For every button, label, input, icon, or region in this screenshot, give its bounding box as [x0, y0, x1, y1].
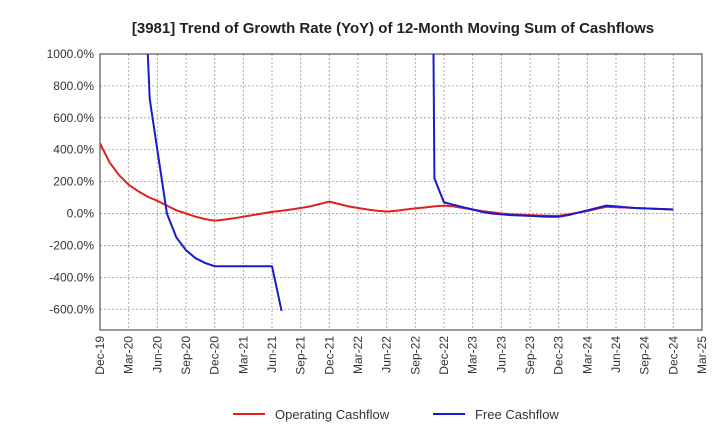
y-tick-label: 200.0% — [53, 175, 94, 189]
series-line-free-cashflow — [146, 54, 283, 312]
series-lines — [100, 54, 674, 312]
x-tick-label: Sep-21 — [294, 336, 308, 375]
x-tick-label: Mar-21 — [236, 336, 250, 374]
x-tick-label: Mar-22 — [351, 336, 365, 374]
series-line-free-cashflow — [432, 54, 674, 218]
legend-label: Operating Cashflow — [275, 407, 390, 422]
y-tick-label: 0.0% — [67, 207, 95, 221]
x-tick-label: Jun-20 — [150, 336, 164, 373]
legend-label: Free Cashflow — [475, 407, 559, 422]
legend: Operating Cashflow Free Cashflow — [233, 407, 559, 422]
x-tick-label: Mar-25 — [695, 336, 709, 374]
x-axis-ticks: Dec-19 Mar-20 Jun-20 Sep-20 Dec-20 Mar-21 Jun-… — [93, 336, 709, 375]
chart-title: [3981] Trend of Growth Rate (YoY) of 12-… — [132, 20, 654, 37]
x-tick-label: Jun-22 — [380, 336, 394, 373]
y-tick-label: -200.0% — [49, 238, 94, 252]
x-tick-label: Dec-20 — [208, 336, 222, 375]
y-tick-label: 800.0% — [53, 79, 94, 93]
y-axis-ticks: 1000.0% 800.0% 600.0% 400.0% 200.0% 0.0% -200.… — [47, 47, 95, 316]
x-tick-label: Sep-20 — [179, 336, 193, 375]
y-tick-label: -400.0% — [49, 270, 94, 284]
x-tick-label: Mar-20 — [122, 336, 136, 374]
x-tick-label: Jun-21 — [265, 336, 279, 373]
x-tick-label: Dec-22 — [437, 336, 451, 375]
x-tick-label: Jun-23 — [494, 336, 508, 373]
y-tick-label: 400.0% — [53, 143, 94, 157]
y-tick-label: 1000.0% — [47, 47, 95, 61]
x-tick-label: Dec-21 — [322, 336, 336, 375]
x-tick-label: Sep-24 — [638, 336, 652, 375]
x-tick-label: Sep-23 — [523, 336, 537, 375]
x-tick-label: Dec-19 — [93, 336, 107, 375]
x-tick-label: Jun-24 — [609, 336, 623, 373]
x-tick-label: Dec-23 — [552, 336, 566, 375]
gridlines — [100, 53, 702, 330]
x-tick-label: Sep-22 — [408, 336, 422, 375]
plot-area — [99, 53, 703, 331]
y-tick-label: -600.0% — [49, 302, 94, 316]
x-tick-label: Dec-24 — [666, 336, 680, 375]
x-tick-label: Mar-23 — [466, 336, 480, 374]
y-tick-label: 600.0% — [53, 111, 94, 125]
x-tick-label: Mar-24 — [580, 336, 594, 374]
